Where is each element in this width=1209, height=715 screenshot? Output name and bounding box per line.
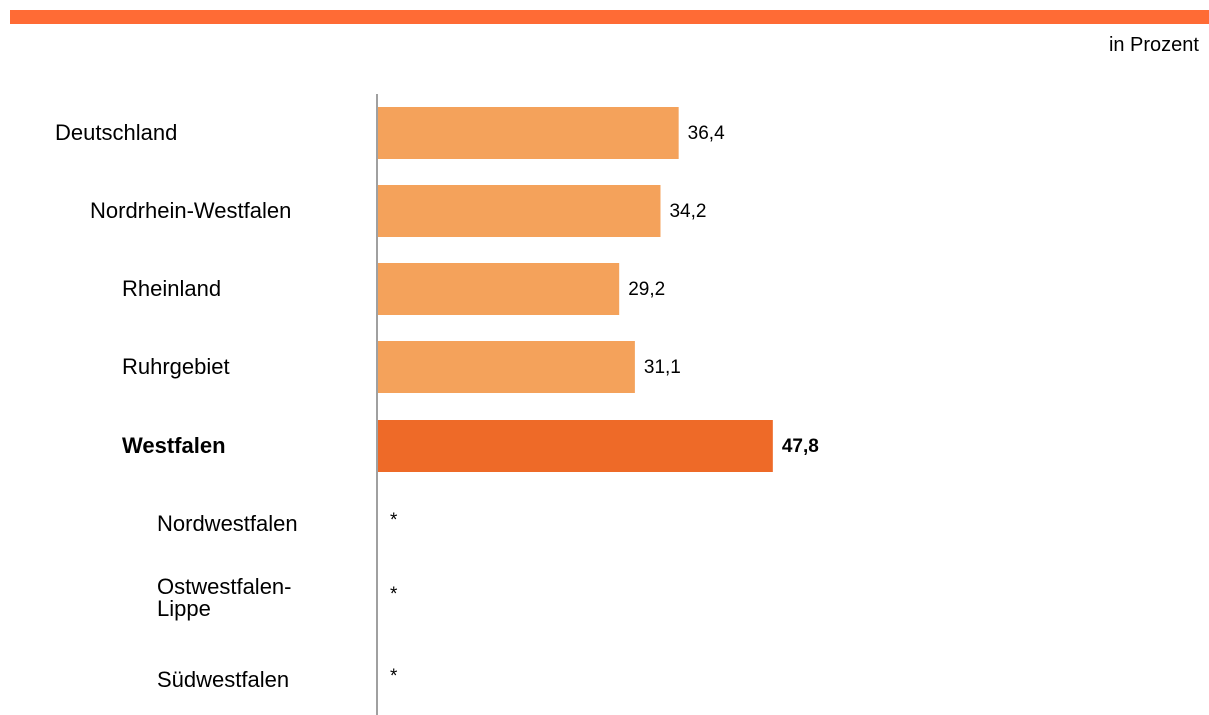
category-label-ruhrgebiet: Ruhrgebiet	[122, 354, 230, 379]
value-label-deutschland: 36,4	[688, 123, 725, 144]
category-label-nordrhein-westfalen: Nordrhein-Westfalen	[90, 198, 291, 223]
unit-label: in Prozent	[1108, 34, 1199, 56]
value-label-rheinland: 29,2	[628, 279, 665, 300]
category-label-rheinland: Rheinland	[122, 276, 221, 301]
bar-deutschland	[378, 107, 679, 159]
value-label-westfalen: 47,8	[782, 436, 819, 457]
value-label-suedwestfalen: *	[390, 666, 398, 687]
category-label-ostwestfalen-lippe: Ostwestfalen-Lippe	[157, 574, 292, 621]
category-label-deutschland: Deutschland	[55, 120, 177, 145]
category-label-nordwestfalen: Nordwestfalen	[157, 511, 298, 536]
category-label-suedwestfalen: Südwestfalen	[157, 667, 289, 692]
bar-ruhrgebiet	[378, 341, 635, 393]
value-label-nordwestfalen: *	[390, 510, 398, 531]
bar-westfalen	[378, 420, 773, 472]
value-label-nordrhein-westfalen: 34,2	[669, 201, 706, 222]
value-label-ostwestfalen-lippe: *	[390, 584, 398, 605]
top-accent-bar	[10, 10, 1209, 24]
category-label-westfalen: Westfalen	[122, 433, 226, 458]
bar-rheinland	[378, 263, 620, 315]
bar-nordrhein-westfalen	[378, 185, 661, 237]
value-label-ruhrgebiet: 31,1	[644, 357, 681, 378]
